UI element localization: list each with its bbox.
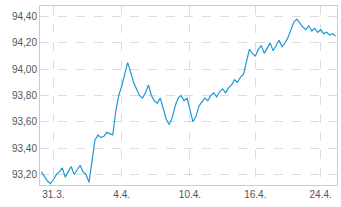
svg-text:94,20: 94,20 [12,37,37,48]
svg-text:93,80: 93,80 [12,90,37,101]
svg-text:93,20: 93,20 [12,169,37,180]
svg-text:94,00: 94,00 [12,64,37,75]
svg-text:93,60: 93,60 [12,116,37,127]
svg-text:93,40: 93,40 [12,143,37,154]
svg-text:94,40: 94,40 [12,11,37,22]
svg-text:4.4.: 4.4. [113,189,130,200]
svg-text:10.4.: 10.4. [179,189,201,200]
svg-text:16.4.: 16.4. [244,189,266,200]
svg-text:31.3.: 31.3. [42,189,64,200]
svg-text:24.4.: 24.4. [310,189,332,200]
